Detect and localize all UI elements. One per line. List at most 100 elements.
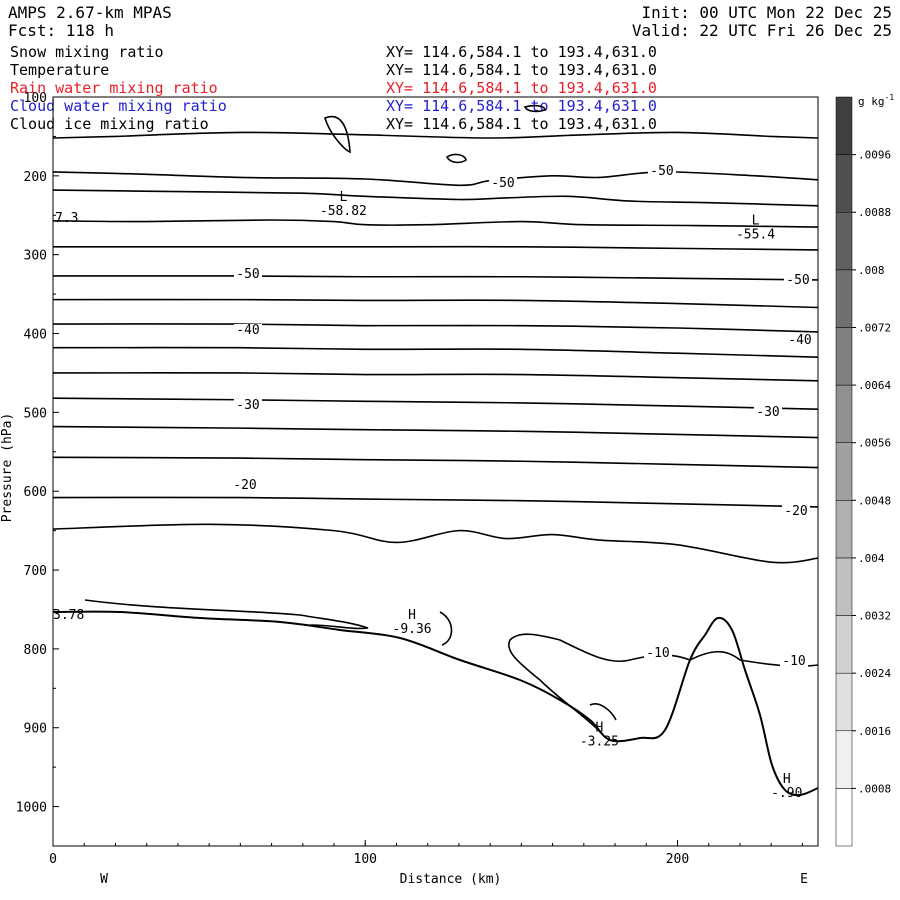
contour-label: -40 [788, 333, 811, 348]
cloud-contour-loop [324, 115, 351, 154]
contour-label: -20 [784, 504, 807, 519]
colorbar-label: .0072 [858, 321, 891, 334]
x-tick-label: 100 [354, 852, 377, 867]
colorbar-label: .0048 [858, 494, 891, 507]
y-tick-label: 200 [24, 170, 47, 185]
colorbar-label: .0056 [858, 437, 891, 450]
y-tick-label: 400 [24, 328, 47, 343]
isotherm-1 [52, 171, 819, 187]
contour-label: -10 [782, 654, 805, 669]
contour-label-bg [234, 268, 262, 281]
contour-label-bg [234, 324, 262, 337]
left-edge-value: 3.78 [53, 608, 84, 623]
y-axis-title: Pressure (hPa) [0, 413, 15, 523]
y-tick-label: 900 [24, 722, 47, 737]
field-xy: XY= 114.6,584.1 to 193.4,631.0 [386, 115, 657, 133]
isotherm-6 [52, 298, 819, 309]
colorbar-segment [835, 154, 853, 213]
left-edge-value: 7.3 [55, 211, 78, 226]
colorbar-unit: g kg-1 [858, 93, 894, 108]
small-contour-loop [445, 153, 467, 164]
init-time: Init: 00 UTC Mon 22 Dec 25 [641, 3, 892, 22]
valid-time: Valid: 22 UTC Fri 26 Dec 25 [631, 21, 892, 40]
y-tick-label: 300 [24, 249, 47, 264]
colorbar-segment [835, 557, 853, 616]
colorbar-segment [835, 269, 853, 328]
colorbar-segment [835, 672, 853, 732]
y-tick-label: 100 [24, 91, 47, 106]
contour-label-bg [754, 406, 782, 419]
colorbar-segment [835, 730, 853, 789]
isotherm-8 [52, 346, 819, 358]
isotherm-14 [52, 523, 819, 564]
colorbar-segment [835, 211, 853, 271]
contour-label: -50 [491, 176, 514, 191]
colorbar-label: .004 [858, 552, 885, 565]
contour-label-bg [648, 165, 676, 178]
isotherm-12 [52, 456, 819, 469]
isotherm-10 [52, 397, 819, 411]
warm-center-H1-letter: H [408, 608, 416, 623]
x-axis-title: Distance (km) [400, 872, 502, 887]
warm-center-H2-value: -3.25 [580, 735, 619, 750]
field-name: Temperature [10, 61, 110, 79]
y-tick-label: 800 [24, 643, 47, 658]
y-tick-label: 500 [24, 406, 47, 421]
east-label: E [800, 872, 808, 887]
colorbar-unit-exponent: -1 [885, 93, 895, 102]
warm-loop-2 [589, 703, 617, 721]
cold-center-L2-value: -55.4 [736, 228, 775, 243]
isotherm-7 [52, 323, 819, 333]
cold-center-L2-letter: L [752, 214, 760, 229]
colorbar-segment [835, 500, 853, 559]
field-xy: XY= 114.6,584.1 to 193.4,631.0 [386, 43, 657, 61]
field-name: Cloud ice mixing ratio [10, 115, 209, 133]
contour-label-bg [644, 647, 672, 660]
colorbar-segment [835, 327, 853, 386]
field-name: Cloud water mixing ratio [10, 97, 227, 115]
colorbar-segment [835, 442, 853, 501]
y-tick-label: 700 [24, 564, 47, 579]
isotherm-0 [52, 131, 819, 139]
warm-loop [439, 611, 453, 646]
warm-center-H3-value: -.90 [771, 786, 802, 801]
contour-label-bg [489, 177, 517, 190]
colorbar-segment [835, 96, 853, 155]
isotherm-9 [52, 372, 819, 382]
terrain-line [52, 610, 819, 797]
isotherm-minus10-b [508, 639, 601, 733]
contour-label-bg [786, 334, 814, 347]
contour-label: -30 [236, 398, 259, 413]
colorbar-label: .008 [858, 264, 885, 277]
contour-label-bg [780, 655, 808, 668]
contour-label: -30 [756, 405, 779, 420]
colorbar-label: .0032 [858, 610, 891, 623]
warm-center-H2-letter: H [596, 721, 604, 736]
colorbar-label: .0024 [858, 667, 891, 680]
west-label: W [100, 872, 108, 887]
colorbar-label: .0016 [858, 725, 891, 738]
contour-label-bg [782, 505, 810, 518]
field-xy: XY= 114.6,584.1 to 193.4,631.0 [386, 79, 657, 97]
forecast-hour: Fcst: 118 h [8, 21, 114, 40]
y-tick-label: 1000 [16, 801, 47, 816]
cold-center-L1-value: -58.82 [320, 204, 367, 219]
cold-center-L1-letter: L [339, 190, 347, 205]
plot-frame [52, 96, 819, 847]
contour-label-bg [784, 274, 812, 287]
colorbar-segment [835, 615, 853, 674]
contour-label-bg [231, 479, 259, 492]
colorbar-label: .0096 [858, 149, 891, 162]
colorbar-label: .0064 [858, 379, 891, 392]
contour-label-bg [234, 399, 262, 412]
isotherm-5 [52, 275, 819, 281]
contour-label: -50 [650, 164, 673, 179]
y-tick-label: 600 [24, 485, 47, 500]
isotherm-13 [52, 496, 819, 508]
colorbar-label: .0088 [858, 206, 891, 219]
colorbar-segment [835, 788, 853, 847]
contour-label: -40 [236, 323, 259, 338]
x-tick-label: 0 [49, 852, 57, 867]
isotherm-2 [52, 189, 819, 207]
contour-label: -20 [233, 478, 256, 493]
